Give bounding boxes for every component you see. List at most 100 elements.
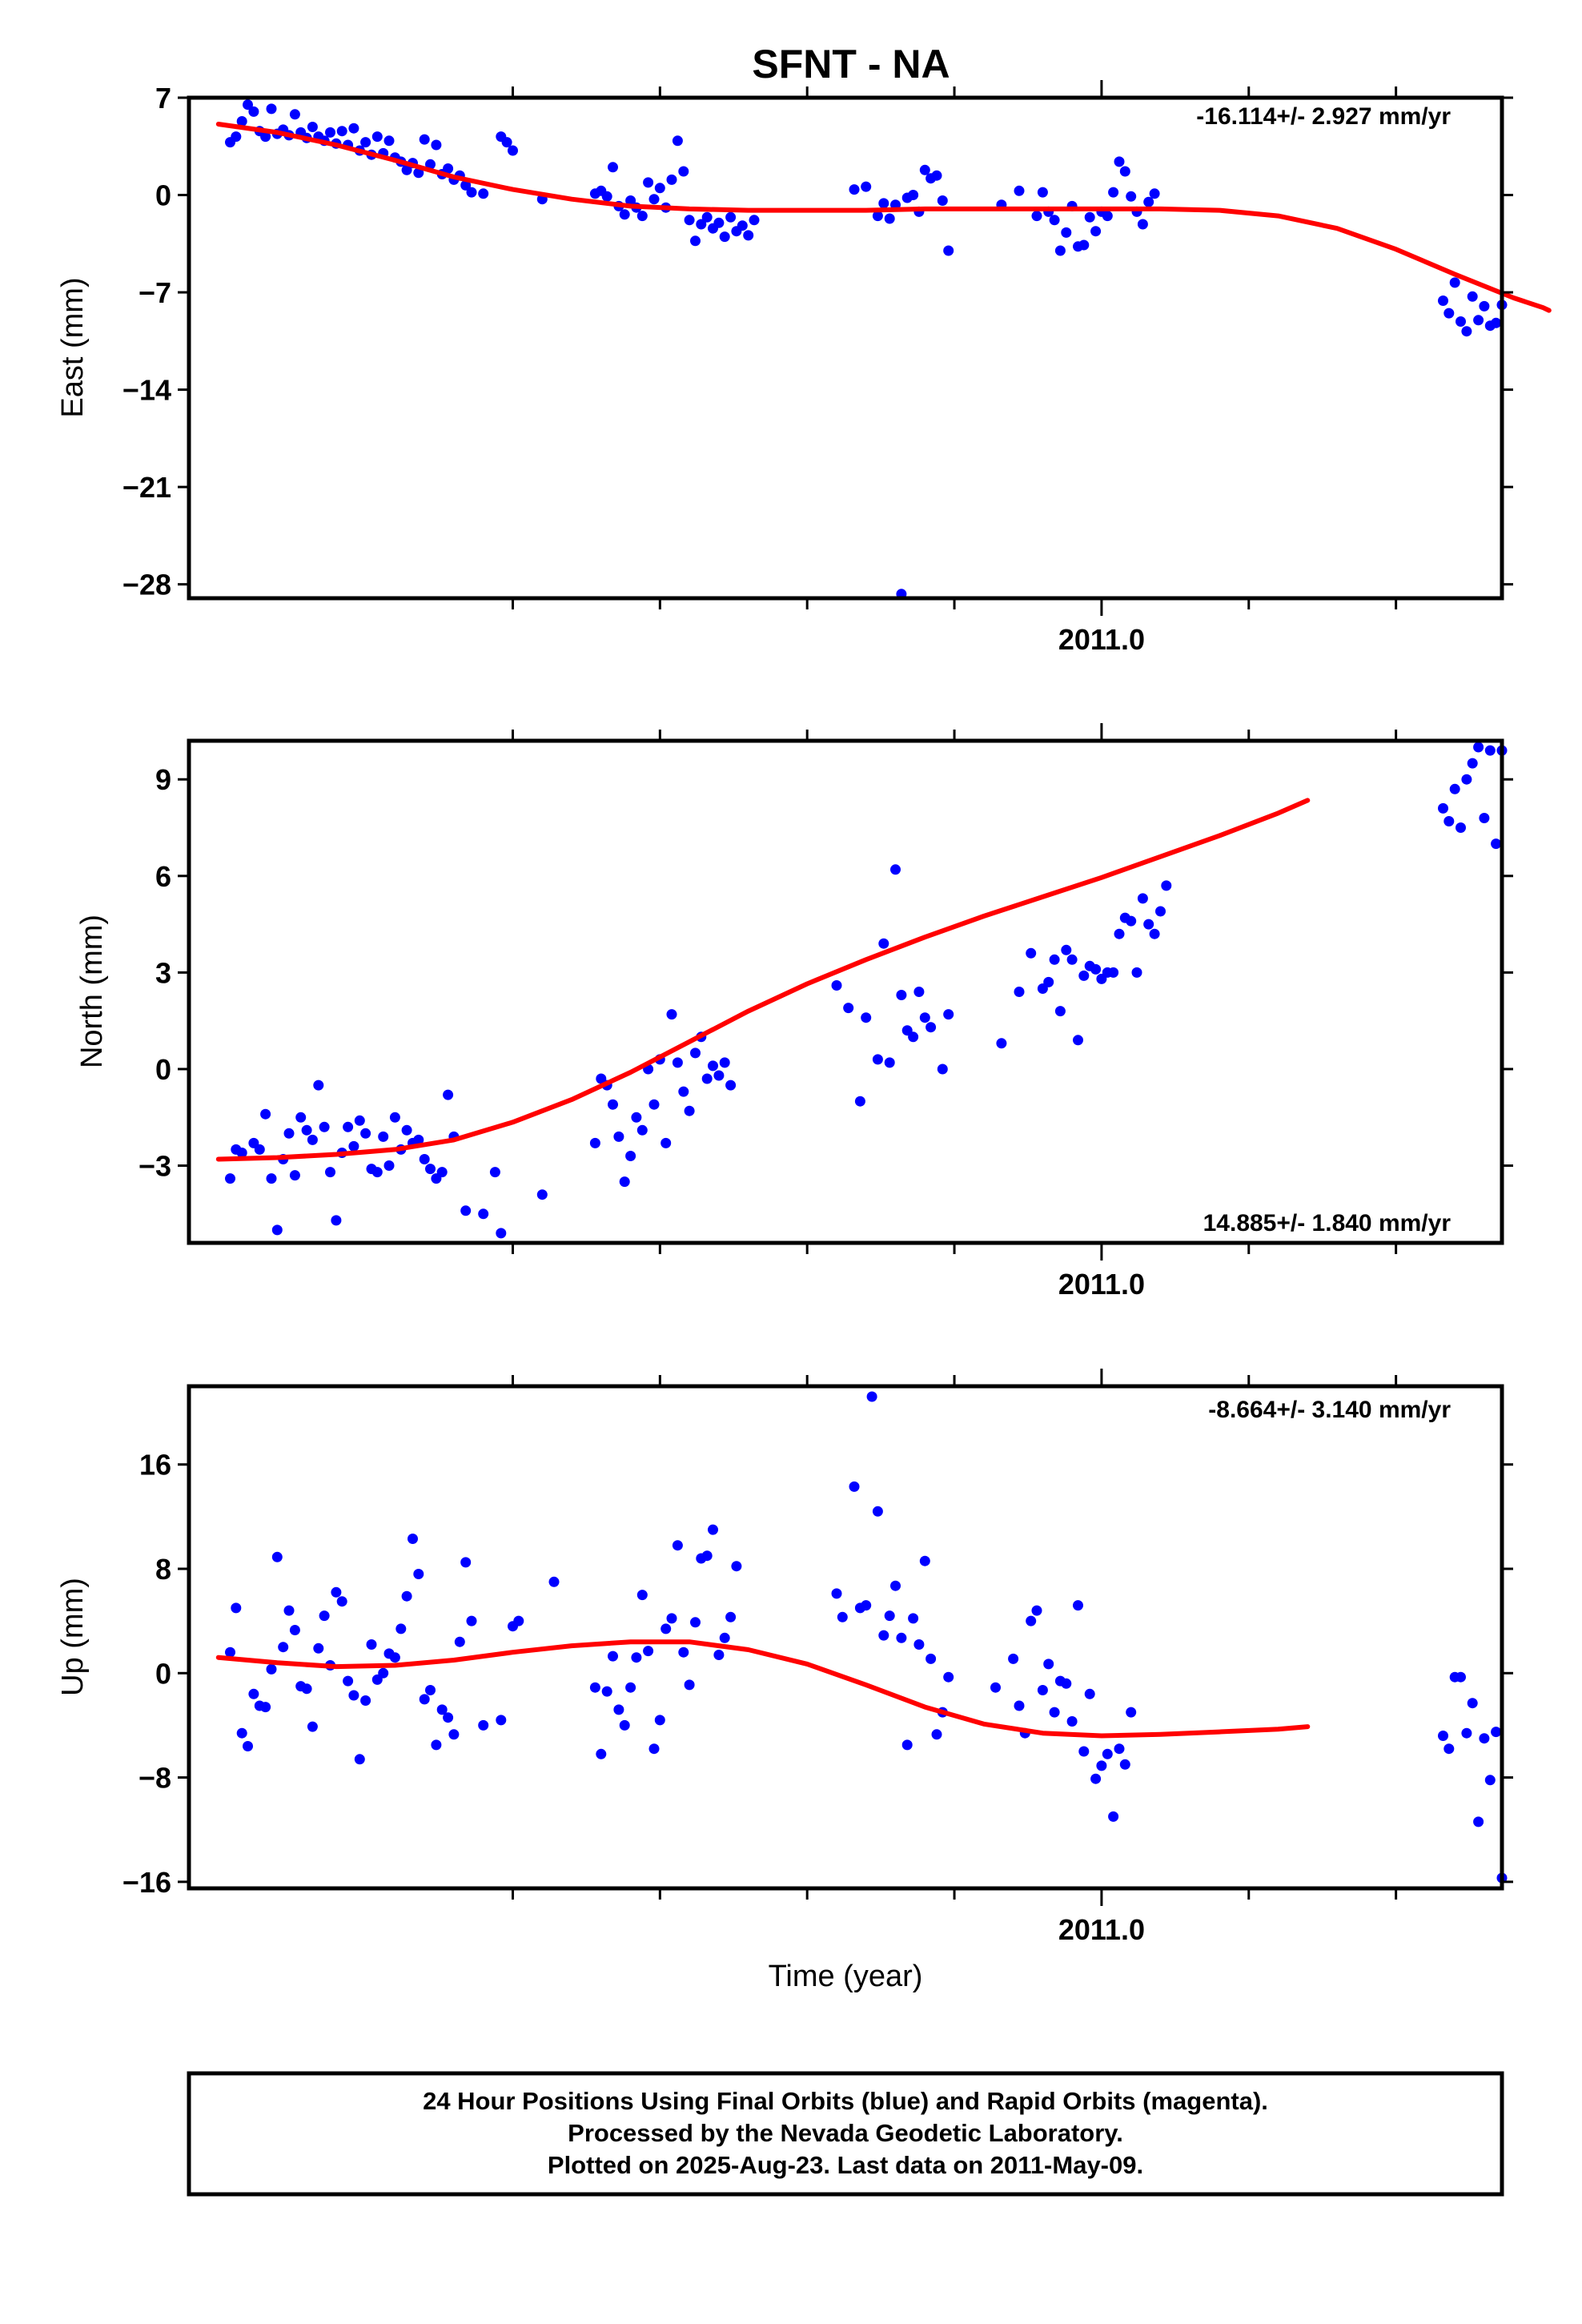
- north-data-point: [489, 1167, 500, 1178]
- east-data-point: [684, 215, 695, 226]
- north-data-point: [661, 1137, 672, 1148]
- north-data-point: [631, 1112, 642, 1123]
- north-plot-frame: [187, 738, 1504, 1245]
- east-data-point: [501, 137, 512, 148]
- east-data-point: [701, 211, 713, 223]
- up-data-point: [1456, 1671, 1466, 1683]
- north-data-point: [225, 1173, 235, 1184]
- up-data-point: [636, 1590, 648, 1601]
- up-data-point: [360, 1695, 371, 1706]
- north-data-point: [908, 1031, 919, 1043]
- north-data-point: [1054, 1006, 1066, 1017]
- north-data-point: [690, 1047, 701, 1059]
- east-data-point: [690, 235, 701, 247]
- north-data-point: [589, 1137, 600, 1148]
- up-data-point: [731, 1561, 742, 1572]
- up-data-point: [678, 1647, 689, 1658]
- east-data-point: [243, 99, 253, 111]
- north-data-point: [266, 1173, 277, 1184]
- east-data-point: [508, 145, 518, 156]
- north-data-point: [1456, 822, 1466, 833]
- east-y-tick-label: 0: [155, 179, 171, 212]
- north-data-point: [1438, 802, 1448, 814]
- north-data-point: [636, 1124, 648, 1136]
- north-data-point: [1467, 758, 1478, 769]
- east-data-point: [1438, 296, 1448, 306]
- up-data-point: [1479, 1733, 1490, 1744]
- east-data-point: [413, 167, 424, 179]
- up-y-tick-label: −8: [139, 1762, 171, 1795]
- east-data-point: [1479, 300, 1490, 312]
- up-data-point: [1049, 1707, 1060, 1718]
- east-data-point: [325, 127, 335, 138]
- up-data-point: [719, 1632, 730, 1643]
- up-data-point: [608, 1651, 618, 1662]
- up-data-point: [990, 1682, 1001, 1693]
- east-data-point: [719, 231, 730, 243]
- east-data-point: [625, 195, 636, 206]
- north-data-point: [701, 1073, 713, 1084]
- north-data-point: [926, 1022, 937, 1033]
- north-data-point: [1155, 906, 1166, 917]
- east-data-point: [1061, 227, 1072, 238]
- north-data-point: [608, 1099, 618, 1110]
- up-data-point: [271, 1551, 283, 1562]
- north-data-point: [648, 1099, 660, 1110]
- up-data-point: [248, 1688, 259, 1699]
- north-data-point: [854, 1096, 865, 1107]
- up-data-point: [1102, 1748, 1113, 1759]
- east-data-point: [1137, 219, 1148, 230]
- up-data-point: [631, 1652, 642, 1663]
- north-y-tick-label: 0: [155, 1053, 171, 1086]
- up-data-point: [713, 1650, 725, 1660]
- north-data-point: [443, 1089, 454, 1100]
- up-data-point: [1014, 1700, 1025, 1711]
- up-data-point: [448, 1729, 460, 1740]
- east-data-point: [1443, 308, 1455, 319]
- north-data-point: [1484, 745, 1496, 756]
- north-data-point: [684, 1105, 695, 1116]
- north-data-point: [1061, 944, 1072, 955]
- up-panel: 16 8 0 −8 −16 2011.0 Up (mm) -8.664+/- 3.140…: [56, 1369, 1513, 1946]
- north-data-point: [289, 1170, 300, 1181]
- east-data-point: [1126, 191, 1137, 202]
- east-data-point: [849, 184, 860, 195]
- up-data-point: [236, 1727, 247, 1739]
- up-points: [225, 1391, 1508, 1884]
- north-data-point: [413, 1134, 424, 1145]
- east-data-point: [931, 170, 942, 181]
- north-data-point: [713, 1070, 725, 1081]
- up-data-point: [1061, 1678, 1072, 1689]
- north-data-point: [536, 1189, 548, 1200]
- east-data-point: [1049, 215, 1060, 226]
- up-data-point: [684, 1679, 695, 1691]
- north-data-point: [295, 1112, 307, 1123]
- up-data-point: [1096, 1760, 1107, 1771]
- east-data-point: [937, 195, 948, 206]
- time-axis-label: Time (year): [769, 1960, 923, 1993]
- north-data-point: [1108, 967, 1119, 978]
- up-data-point: [1491, 1727, 1502, 1738]
- north-y-tick-label: 6: [155, 860, 171, 893]
- east-data-point: [1456, 316, 1466, 327]
- up-data-point: [1467, 1698, 1478, 1709]
- north-data-point: [1461, 774, 1472, 785]
- north-data-point: [708, 1060, 718, 1072]
- up-data-point: [278, 1642, 289, 1653]
- up-data-point: [919, 1555, 930, 1566]
- up-data-point: [496, 1715, 507, 1726]
- north-axis-label: North (mm): [75, 915, 109, 1068]
- up-data-point: [913, 1639, 925, 1650]
- north-data-point: [719, 1057, 730, 1068]
- up-data-point: [319, 1610, 330, 1622]
- north-fit-line: [215, 798, 1311, 1162]
- up-data-point: [225, 1647, 235, 1658]
- north-data-point: [1449, 783, 1460, 794]
- north-data-point: [872, 1054, 883, 1065]
- up-data-point: [408, 1534, 418, 1544]
- east-data-point: [419, 134, 430, 145]
- up-data-point: [1084, 1688, 1095, 1699]
- east-panel: 7 0 −7 −14 −21 −28 2011.0 East (mm) -16.114+/…: [56, 80, 1552, 656]
- up-data-point: [436, 1704, 448, 1715]
- east-data-point: [636, 211, 648, 222]
